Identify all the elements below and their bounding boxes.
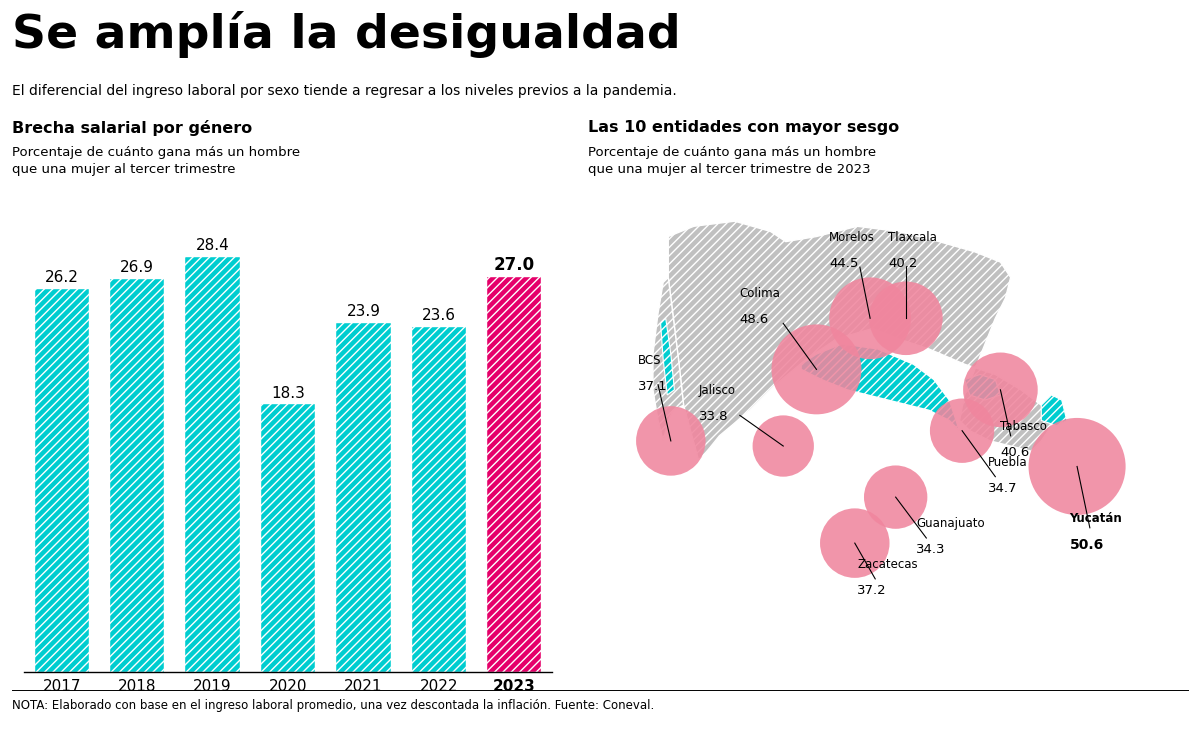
Text: Yucatán: Yucatán: [1069, 512, 1122, 526]
Text: 34.7: 34.7: [988, 482, 1018, 495]
Circle shape: [869, 282, 943, 355]
Text: 50.6: 50.6: [1069, 538, 1104, 552]
Polygon shape: [965, 374, 1001, 400]
Polygon shape: [802, 344, 960, 431]
Text: Jalisco: Jalisco: [698, 385, 736, 397]
Bar: [110, 279, 164, 672]
Text: Las 10 entidades con mayor sesgo: Las 10 entidades con mayor sesgo: [588, 120, 899, 136]
Text: 34.3: 34.3: [916, 543, 946, 556]
Bar: [186, 257, 240, 672]
Bar: [336, 323, 390, 672]
Text: 37.1: 37.1: [637, 380, 667, 393]
Text: 33.8: 33.8: [698, 410, 728, 423]
Text: Porcentaje de cuánto gana más un hombre
que una mujer al tercer trimestre: Porcentaje de cuánto gana más un hombre …: [12, 146, 300, 176]
Text: 40.6: 40.6: [1001, 446, 1030, 459]
Text: 18.3: 18.3: [271, 385, 305, 401]
Text: 48.6: 48.6: [740, 313, 769, 326]
Polygon shape: [668, 221, 1051, 461]
Circle shape: [964, 353, 1038, 427]
Text: Porcentaje de cuánto gana más un hombre
que una mujer al tercer trimestre de 202: Porcentaje de cuánto gana más un hombre …: [588, 146, 876, 176]
Polygon shape: [653, 277, 684, 441]
Text: Puebla: Puebla: [988, 456, 1027, 469]
Circle shape: [752, 415, 814, 477]
Text: Tabasco: Tabasco: [1001, 420, 1048, 434]
Circle shape: [930, 399, 995, 463]
Text: 27.0: 27.0: [493, 255, 535, 274]
Circle shape: [636, 406, 706, 476]
Text: Colima: Colima: [740, 288, 781, 301]
Text: 28.4: 28.4: [196, 238, 229, 253]
Polygon shape: [661, 318, 674, 395]
Text: El diferencial del ingreso laboral por sexo tiende a regresar a los niveles prev: El diferencial del ingreso laboral por s…: [12, 84, 677, 98]
Text: Morelos: Morelos: [829, 231, 875, 245]
Circle shape: [829, 277, 911, 359]
Circle shape: [772, 324, 862, 415]
Text: Brecha salarial por género: Brecha salarial por género: [12, 120, 252, 137]
Text: Se amplía la desigualdad: Se amplía la desigualdad: [12, 11, 680, 58]
Circle shape: [864, 466, 928, 529]
Text: 26.9: 26.9: [120, 260, 154, 275]
Bar: [35, 289, 89, 672]
Circle shape: [820, 508, 889, 578]
Text: Guanajuato: Guanajuato: [916, 518, 985, 530]
Bar: [412, 327, 466, 672]
Text: NOTA: Elaborado con base en el ingreso laboral promedio, una vez descontada la i: NOTA: Elaborado con base en el ingreso l…: [12, 699, 654, 712]
Text: Zacatecas: Zacatecas: [857, 558, 918, 571]
Text: 23.6: 23.6: [422, 308, 456, 323]
Text: 26.2: 26.2: [44, 270, 79, 285]
Text: 40.2: 40.2: [888, 257, 917, 270]
Text: 37.2: 37.2: [857, 584, 887, 597]
Text: 23.9: 23.9: [347, 304, 380, 319]
Bar: [260, 404, 316, 672]
Polygon shape: [1042, 395, 1067, 426]
Text: 44.5: 44.5: [829, 257, 859, 270]
Text: BCS: BCS: [637, 354, 661, 367]
Circle shape: [1028, 418, 1126, 515]
Text: Tlaxcala: Tlaxcala: [888, 231, 937, 245]
Bar: [487, 277, 541, 672]
